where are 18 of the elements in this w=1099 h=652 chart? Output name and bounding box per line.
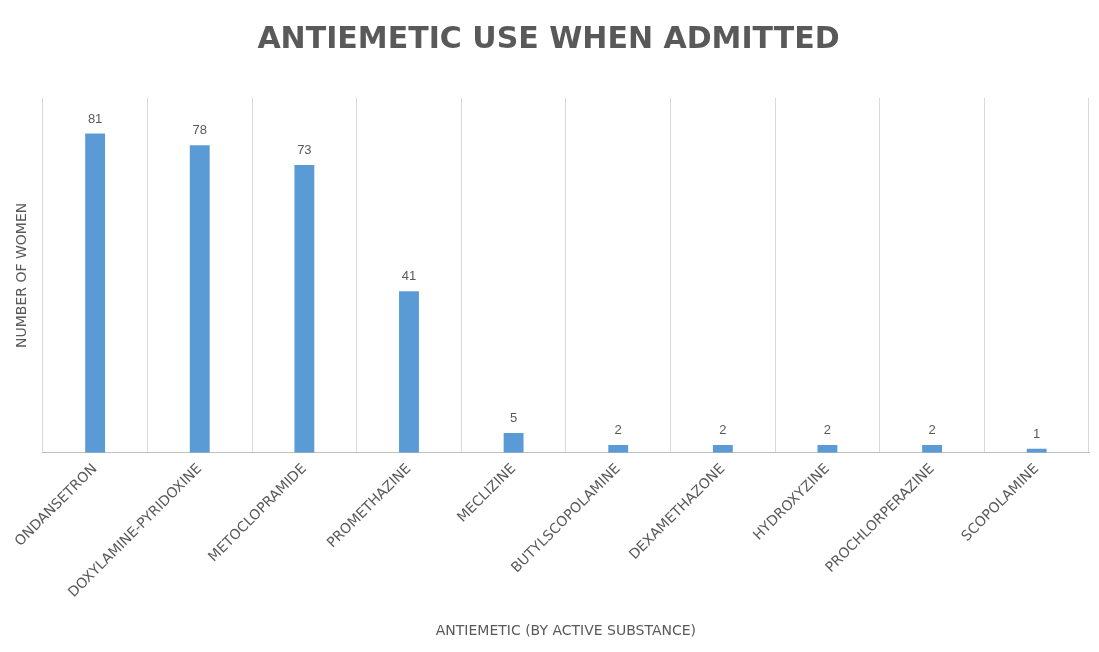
data-label: 2 — [719, 421, 727, 437]
data-label: 78 — [192, 122, 207, 138]
data-label: 5 — [509, 410, 518, 426]
bar — [399, 291, 419, 453]
chart-title: ANTIEMETIC USE WHEN ADMITTED — [257, 19, 840, 55]
data-label: 81 — [87, 110, 103, 126]
data-label: 2 — [823, 421, 832, 437]
bar — [189, 145, 210, 453]
data-label: 73 — [297, 142, 312, 158]
x-axis-title: ANTIEMETIC (BY ACTIVE SUBSTANCE) — [435, 622, 697, 639]
data-label: 41 — [401, 268, 417, 284]
bar — [294, 165, 315, 453]
data-label: 2 — [614, 421, 622, 437]
bar — [85, 133, 106, 453]
data-label: 2 — [928, 421, 936, 437]
bar — [503, 433, 524, 453]
y-axis-title: NUMBER OF WOMEN — [13, 202, 30, 348]
data-label: 1 — [1033, 425, 1041, 441]
